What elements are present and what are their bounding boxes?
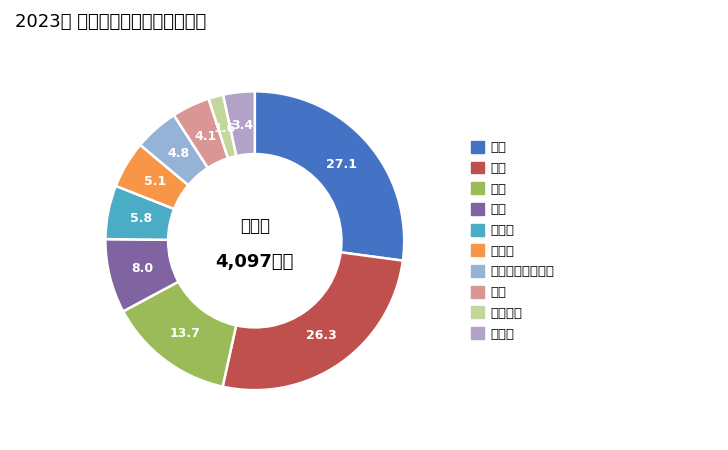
Text: 5.8: 5.8 bbox=[130, 212, 152, 225]
Text: 27.1: 27.1 bbox=[326, 158, 357, 171]
Wedge shape bbox=[123, 282, 236, 387]
Text: 1.6: 1.6 bbox=[213, 122, 236, 135]
Wedge shape bbox=[223, 91, 255, 156]
Wedge shape bbox=[209, 95, 237, 158]
Text: 4,097万円: 4,097万円 bbox=[215, 252, 294, 270]
Wedge shape bbox=[255, 91, 404, 261]
Text: 2023年 輸出相手国のシェア（％）: 2023年 輸出相手国のシェア（％） bbox=[15, 14, 206, 32]
Text: 3.4: 3.4 bbox=[232, 119, 253, 132]
Wedge shape bbox=[116, 145, 189, 209]
Wedge shape bbox=[174, 99, 228, 168]
Text: 4.8: 4.8 bbox=[167, 148, 189, 161]
Text: 8.0: 8.0 bbox=[131, 262, 154, 275]
Wedge shape bbox=[223, 252, 403, 390]
Text: 13.7: 13.7 bbox=[170, 327, 200, 340]
Wedge shape bbox=[141, 115, 208, 185]
Text: 5.1: 5.1 bbox=[144, 175, 167, 188]
Text: 総　額: 総 額 bbox=[240, 217, 270, 235]
Text: 4.1: 4.1 bbox=[194, 130, 216, 143]
Text: 26.3: 26.3 bbox=[306, 329, 336, 342]
Wedge shape bbox=[106, 239, 178, 311]
Wedge shape bbox=[106, 186, 174, 240]
Legend: 韓国, 米国, 英国, 豪州, カナダ, ドイツ, ニュージーランド, 台湾, グレナダ, その他: 韓国, 米国, 英国, 豪州, カナダ, ドイツ, ニュージーランド, 台湾, … bbox=[467, 137, 558, 345]
